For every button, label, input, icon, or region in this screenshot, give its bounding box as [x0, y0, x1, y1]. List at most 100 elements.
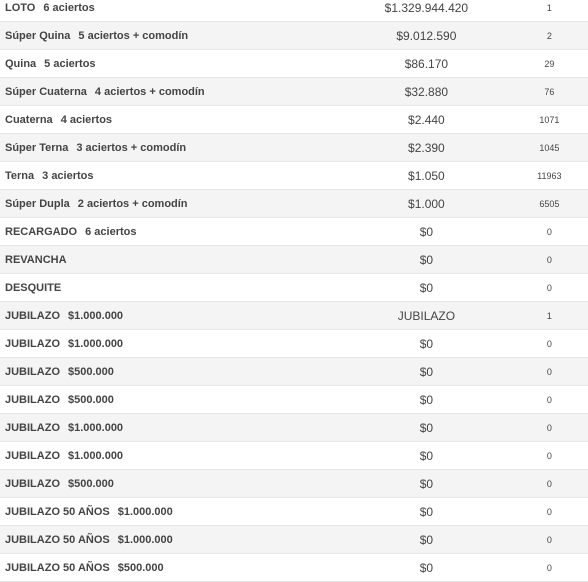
- winners: 0: [546, 282, 552, 293]
- game-name: RECARGADO: [5, 225, 78, 238]
- game-name: JUBILAZO: [5, 421, 60, 434]
- prize: $1.329.944.420: [384, 0, 469, 15]
- game-detail: 4 aciertos + comodín: [94, 85, 205, 98]
- row-label: JUBILAZO $1.000.000: [0, 310, 342, 322]
- winners: 0: [546, 394, 552, 405]
- game-detail: 2 aciertos + comodín: [77, 197, 188, 210]
- prize: JUBILAZO: [397, 308, 456, 323]
- game-detail: 5 aciertos: [44, 57, 96, 70]
- game-name: JUBILAZO 50 AÑOS: [5, 533, 110, 546]
- winners: 0: [546, 338, 552, 349]
- game-detail: 3 aciertos: [42, 169, 94, 182]
- row-label: RECARGADO 6 aciertos: [0, 226, 342, 238]
- game-name: JUBILAZO: [5, 337, 60, 350]
- game-detail: $1.000.000: [68, 449, 124, 462]
- winners: 0: [546, 450, 552, 461]
- prize: $1.000: [408, 196, 445, 211]
- row-label: Terna 3 aciertos: [0, 170, 342, 182]
- table-row: JUBILAZO $1.000.000 $0 0: [0, 442, 588, 470]
- table-row: Terna 3 aciertos $1.050 11963: [0, 162, 588, 190]
- table-row: LOTO 6 aciertos $1.329.944.420 1: [0, 0, 588, 22]
- game-name: Súper Terna: [5, 141, 69, 154]
- game-name: JUBILAZO 50 AÑOS: [5, 561, 110, 574]
- row-label: JUBILAZO $1.000.000: [0, 338, 342, 350]
- winners: 0: [546, 478, 552, 489]
- prize: $0: [419, 504, 434, 519]
- row-label: JUBILAZO $1.000.000: [0, 450, 342, 462]
- table-row: Cuaterna 4 aciertos $2.440 1071: [0, 106, 588, 134]
- winners: 29: [544, 58, 555, 69]
- table-row: RECARGADO 6 aciertos $0 0: [0, 218, 588, 246]
- winners: 0: [546, 562, 552, 573]
- table-row: Quina 5 aciertos $86.170 29: [0, 50, 588, 78]
- row-label: Súper Dupla 2 aciertos + comodín: [0, 198, 342, 210]
- prize: $0: [419, 448, 434, 463]
- game-name: JUBILAZO 50 AÑOS: [5, 505, 110, 518]
- prize: $0: [419, 476, 434, 491]
- game-name: Súper Quina: [5, 29, 71, 42]
- row-label: JUBILAZO $500.000: [0, 366, 342, 378]
- game-name: Cuaterna: [5, 113, 53, 126]
- table-row: JUBILAZO $500.000 $0 0: [0, 386, 588, 414]
- row-label: Quina 5 aciertos: [0, 58, 342, 70]
- game-detail: $500.000: [68, 365, 114, 378]
- winners: 0: [546, 366, 552, 377]
- game-detail: $1.000.000: [68, 337, 124, 350]
- row-label: JUBILAZO 50 AÑOS $1.000.000: [0, 534, 342, 546]
- prize: $0: [419, 252, 434, 267]
- row-label: Súper Quina 5 aciertos + comodín: [0, 30, 342, 42]
- game-detail: $1.000.000: [117, 533, 173, 546]
- winners: 6505: [539, 198, 560, 209]
- prize: $0: [419, 392, 434, 407]
- table-row: JUBILAZO $500.000 $0 0: [0, 470, 588, 498]
- game-detail: 6 aciertos: [43, 1, 95, 14]
- prize: $0: [419, 420, 434, 435]
- winners: 0: [546, 226, 552, 237]
- game-detail: $1.000.000: [68, 309, 124, 322]
- table-row: JUBILAZO $500.000 $0 0: [0, 358, 588, 386]
- game-detail: $1.000.000: [68, 421, 124, 434]
- prize: $0: [419, 560, 434, 575]
- prize: $0: [419, 364, 434, 379]
- game-name: JUBILAZO: [5, 477, 60, 490]
- prize: $0: [419, 336, 434, 351]
- game-detail: $500.000: [68, 477, 114, 490]
- row-label: JUBILAZO 50 AÑOS $1.000.000: [0, 506, 342, 518]
- game-name: DESQUITE: [5, 281, 62, 294]
- game-name: Quina: [5, 57, 37, 70]
- table-row: JUBILAZO 50 AÑOS $1.000.000 $0 0: [0, 498, 588, 526]
- prize: $0: [419, 224, 434, 239]
- game-detail: $1.000.000: [117, 505, 173, 518]
- table-row: REVANCHA $0 0: [0, 246, 588, 274]
- table-row: JUBILAZO $1.000.000 JUBILAZO 1: [0, 302, 588, 330]
- game-detail: 4 aciertos: [60, 113, 113, 126]
- game-name: JUBILAZO: [5, 309, 60, 322]
- table-row: Súper Dupla 2 aciertos + comodín $1.000 650…: [0, 190, 588, 218]
- row-label: LOTO 6 aciertos: [0, 2, 342, 14]
- game-name: Súper Dupla: [5, 197, 70, 210]
- game-detail: $500.000: [68, 393, 114, 406]
- row-label: Súper Terna 3 aciertos + comodín: [0, 142, 342, 154]
- table-row: JUBILAZO $1.000.000 $0 0: [0, 330, 588, 358]
- table-row: JUBILAZO 50 AÑOS $1.000.000 $0 0: [0, 526, 588, 554]
- table-row: Súper Terna 3 aciertos + comodín $2.390 104…: [0, 134, 588, 162]
- game-detail: 6 aciertos: [85, 225, 137, 238]
- prize: $86.170: [404, 56, 449, 71]
- winners: 0: [546, 534, 552, 545]
- winners: 0: [546, 254, 552, 265]
- game-detail: 3 aciertos + comodín: [76, 141, 187, 154]
- winners: 1: [546, 310, 552, 321]
- winners: 0: [546, 506, 552, 517]
- game-name: Súper Cuaterna: [5, 85, 87, 98]
- row-label: REVANCHA: [0, 254, 342, 266]
- game-name: Terna: [5, 169, 35, 182]
- row-label: DESQUITE: [0, 282, 342, 294]
- row-label: JUBILAZO $1.000.000: [0, 422, 342, 434]
- winners: 0: [546, 422, 552, 433]
- row-label: JUBILAZO $500.000: [0, 394, 342, 406]
- prize: $0: [419, 532, 434, 547]
- winners: 1045: [539, 142, 560, 153]
- prize: $2.440: [408, 112, 445, 127]
